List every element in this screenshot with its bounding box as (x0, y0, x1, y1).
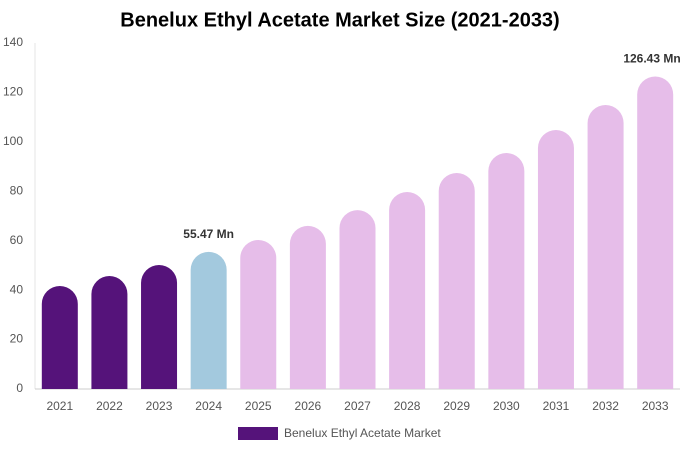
y-tick-label: 60 (10, 233, 24, 247)
y-tick-label: 40 (10, 282, 24, 296)
bar (141, 264, 178, 389)
x-tick-label: 2027 (344, 399, 371, 413)
x-tick-label: 2030 (493, 399, 520, 413)
bar (438, 172, 475, 389)
bar (537, 129, 574, 389)
y-tick-label: 80 (10, 183, 24, 197)
bar (41, 285, 78, 389)
x-tick-label: 2031 (543, 399, 570, 413)
bar (488, 153, 525, 389)
value-label: 55.47 Mn (183, 227, 234, 241)
value-label: 126.43 Mn (623, 52, 680, 66)
x-tick-label: 2023 (146, 399, 173, 413)
y-tick-label: 20 (10, 332, 24, 346)
bar (289, 225, 326, 389)
x-tick-label: 2032 (592, 399, 619, 413)
y-tick-label: 0 (16, 381, 23, 395)
x-tick-label: 2025 (245, 399, 272, 413)
y-tick-label: 140 (3, 35, 23, 49)
x-tick-label: 2029 (443, 399, 470, 413)
bar (91, 276, 128, 389)
x-tick-label: 2024 (195, 399, 222, 413)
y-tick-label: 100 (3, 134, 23, 148)
legend-label: Benelux Ethyl Acetate Market (284, 426, 441, 440)
legend-swatch (238, 427, 278, 440)
x-tick-label: 2026 (295, 399, 322, 413)
chart-title: Benelux Ethyl Acetate Market Size (2021-… (120, 9, 559, 31)
bar (240, 239, 277, 389)
x-tick-label: 2028 (394, 399, 421, 413)
bar (587, 105, 624, 389)
bar (389, 192, 426, 389)
bar (637, 76, 674, 389)
bar (339, 210, 376, 389)
x-tick-label: 2022 (96, 399, 123, 413)
bar (190, 251, 227, 389)
x-tick-label: 2021 (46, 399, 73, 413)
y-tick-label: 120 (3, 85, 23, 99)
x-tick-label: 2033 (642, 399, 669, 413)
